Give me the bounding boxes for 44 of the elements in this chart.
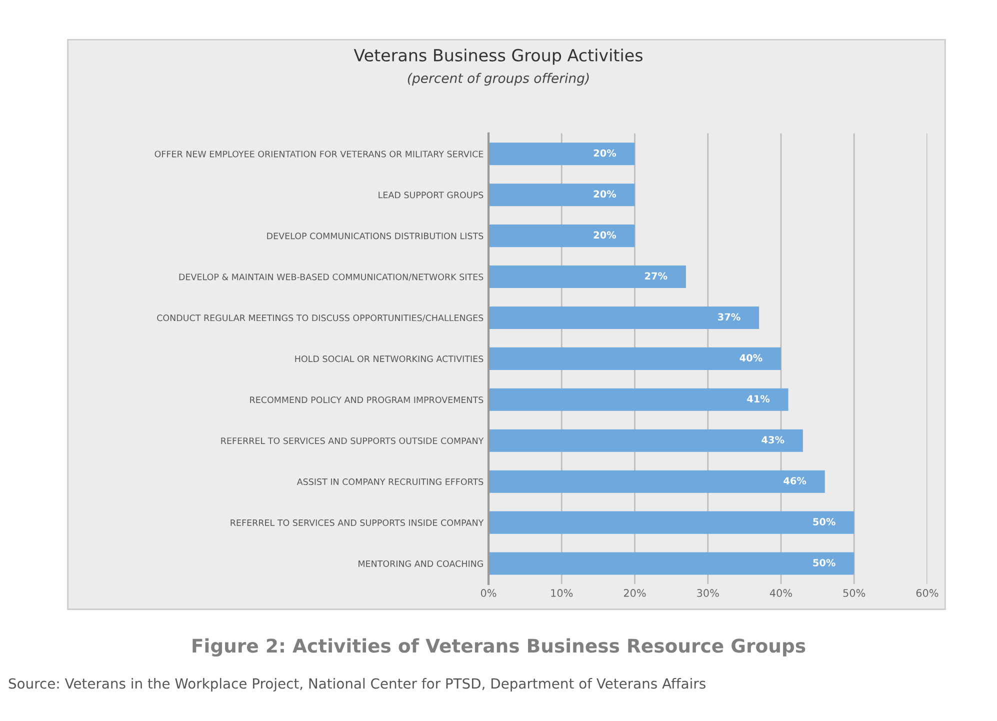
data-label: 20% <box>594 190 616 198</box>
y-tick-label: CONDUCT REGULAR MEETINGS TO DISCUSS OPPORTUNITIES/CHALLENGES <box>157 314 484 322</box>
y-tick-label: DEVELOP & MAINTAIN WEB-BASED COMMUNICATION/NETWORK SITES <box>179 274 484 281</box>
caption: Figure 2: Activities of Veterans Business Resource Groups <box>192 638 806 657</box>
y-tick-label: RECOMMEND POLICY AND PROGRAM IMPROVEMENTS <box>250 396 484 404</box>
x-tick-label: 10% <box>551 589 573 597</box>
bar <box>488 511 854 534</box>
bar <box>488 470 825 493</box>
y-tick-label: ASSIST IN COMPANY RECRUITING EFFORTS <box>296 478 484 486</box>
data-label: 43% <box>762 436 784 444</box>
data-label: 37% <box>718 313 740 321</box>
y-tick-label: OFFER NEW EMPLOYEE ORIENTATION FOR VETERANS OR MILITARY SERVICE <box>154 150 484 158</box>
x-tick-label: 30% <box>697 589 719 597</box>
y-tick-label: LEAD SUPPORT GROUPS <box>378 192 484 198</box>
data-label: 41% <box>747 395 770 402</box>
chart-subtitle: (percent of groups offering) <box>408 72 589 86</box>
x-tick-label: 50% <box>843 589 866 597</box>
bar <box>488 347 781 370</box>
bar <box>488 224 635 248</box>
data-label: 50% <box>813 518 836 526</box>
source-note: Source: Veterans in the Workplace Project, National Center for PTSD, Department of Veterans Affairs <box>8 678 706 692</box>
bar <box>488 184 635 206</box>
data-label: 46% <box>784 477 806 484</box>
bar <box>488 388 788 411</box>
x-tick-label: 0% <box>480 589 496 597</box>
data-label: 40% <box>740 354 762 362</box>
x-tick-label: 60% <box>916 589 938 597</box>
bar <box>488 306 760 329</box>
y-tick-label: REFERREL TO SERVICES AND SUPPORTS INSIDE COMPANY <box>230 519 484 526</box>
bar <box>488 142 635 166</box>
x-tick-label: 40% <box>770 589 792 597</box>
y-tick-label: HOLD SOCIAL OR NETWORKING ACTIVITIES <box>295 356 484 362</box>
y-tick-label: DEVELOP COMMUNICATIONS DISTRIBUTION LISTS <box>267 232 484 240</box>
bar <box>488 266 686 288</box>
x-tick-label: 20% <box>624 589 646 597</box>
data-label: 50% <box>813 558 836 566</box>
data-label: 20% <box>594 231 616 239</box>
chart-title: Veterans Business Group Activities <box>354 48 642 65</box>
y-tick-label: MENTORING AND COACHING <box>358 560 483 567</box>
data-label: 20% <box>594 149 616 157</box>
bar <box>488 552 854 575</box>
data-label: 27% <box>645 272 668 280</box>
y-tick-label: REFERREL TO SERVICES AND SUPPORTS OUTSIDE COMPANY <box>221 437 484 444</box>
bar <box>488 429 803 452</box>
